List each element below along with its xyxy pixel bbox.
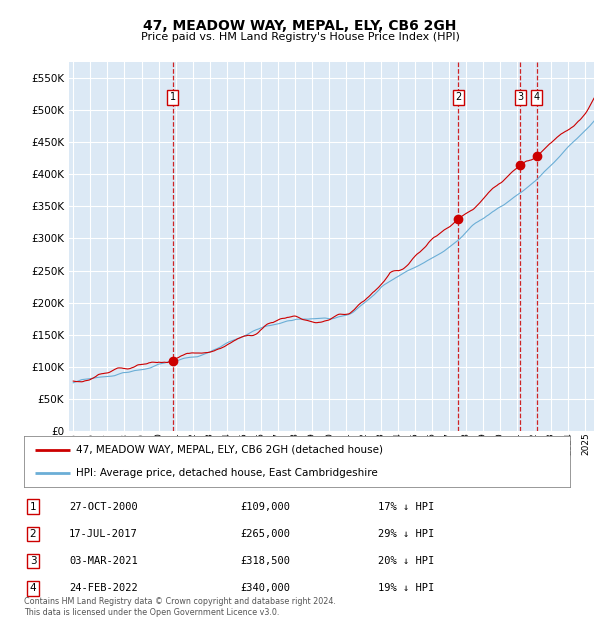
Text: 17% ↓ HPI: 17% ↓ HPI (378, 502, 434, 512)
Text: 47, MEADOW WAY, MEPAL, ELY, CB6 2GH (detached house): 47, MEADOW WAY, MEPAL, ELY, CB6 2GH (det… (76, 445, 383, 454)
Text: 3: 3 (517, 92, 523, 102)
Text: 1: 1 (170, 92, 176, 102)
Text: Contains HM Land Registry data © Crown copyright and database right 2024.
This d: Contains HM Land Registry data © Crown c… (24, 598, 336, 617)
Text: 4: 4 (29, 583, 37, 593)
Text: 27-OCT-2000: 27-OCT-2000 (69, 502, 138, 512)
Text: 20% ↓ HPI: 20% ↓ HPI (378, 556, 434, 566)
Text: 19% ↓ HPI: 19% ↓ HPI (378, 583, 434, 593)
Text: £340,000: £340,000 (240, 583, 290, 593)
Text: 1: 1 (29, 502, 37, 512)
Text: £109,000: £109,000 (240, 502, 290, 512)
Bar (520, 62, 537, 431)
Text: £265,000: £265,000 (240, 529, 290, 539)
Text: 3: 3 (29, 556, 37, 566)
Text: 47, MEADOW WAY, MEPAL, ELY, CB6 2GH: 47, MEADOW WAY, MEPAL, ELY, CB6 2GH (143, 19, 457, 33)
Text: 4: 4 (534, 92, 540, 102)
Text: 29% ↓ HPI: 29% ↓ HPI (378, 529, 434, 539)
Text: 17-JUL-2017: 17-JUL-2017 (69, 529, 138, 539)
Text: £318,500: £318,500 (240, 556, 290, 566)
Text: 2: 2 (29, 529, 37, 539)
Text: 03-MAR-2021: 03-MAR-2021 (69, 556, 138, 566)
Text: 2: 2 (455, 92, 461, 102)
Text: HPI: Average price, detached house, East Cambridgeshire: HPI: Average price, detached house, East… (76, 468, 377, 478)
Text: 24-FEB-2022: 24-FEB-2022 (69, 583, 138, 593)
Text: Price paid vs. HM Land Registry's House Price Index (HPI): Price paid vs. HM Land Registry's House … (140, 32, 460, 42)
